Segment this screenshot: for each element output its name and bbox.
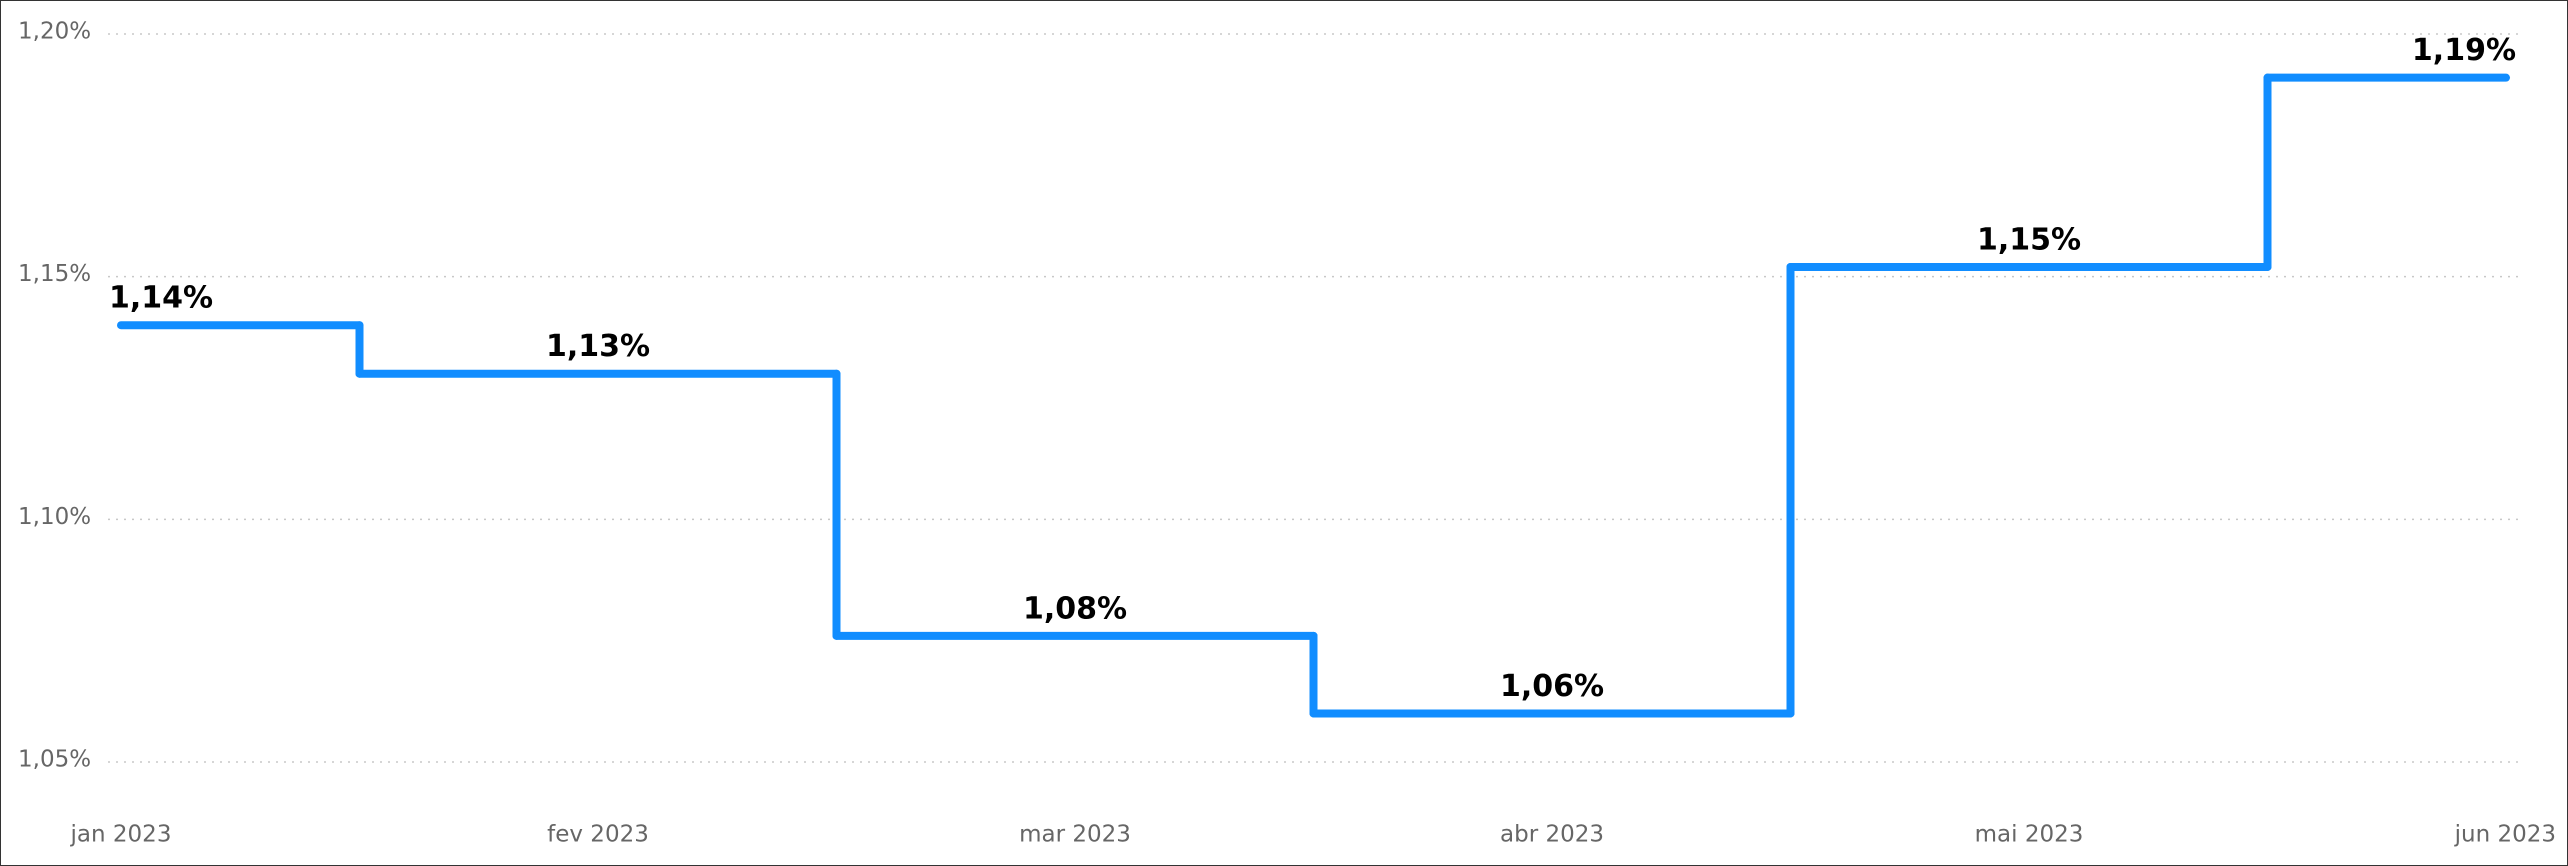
- x-tick-label: fev 2023: [547, 822, 649, 848]
- y-tick-label: 1,15%: [18, 261, 91, 287]
- x-tick-label: jan 2023: [70, 822, 172, 848]
- data-label: 1,19%: [2412, 33, 2516, 68]
- x-tick-label: mar 2023: [1019, 822, 1131, 848]
- data-label: 1,15%: [1977, 222, 2081, 257]
- y-tick-label: 1,05%: [18, 747, 91, 773]
- x-tick-label: mai 2023: [1975, 822, 2084, 848]
- data-label: 1,06%: [1500, 669, 1604, 704]
- data-label: 1,08%: [1023, 591, 1127, 626]
- x-tick-label: jun 2023: [2454, 822, 2556, 848]
- y-tick-label: 1,20%: [18, 19, 91, 45]
- x-tick-label: abr 2023: [1500, 822, 1604, 848]
- y-tick-label: 1,10%: [18, 504, 91, 530]
- data-label: 1,14%: [109, 281, 213, 316]
- data-label: 1,13%: [546, 329, 650, 364]
